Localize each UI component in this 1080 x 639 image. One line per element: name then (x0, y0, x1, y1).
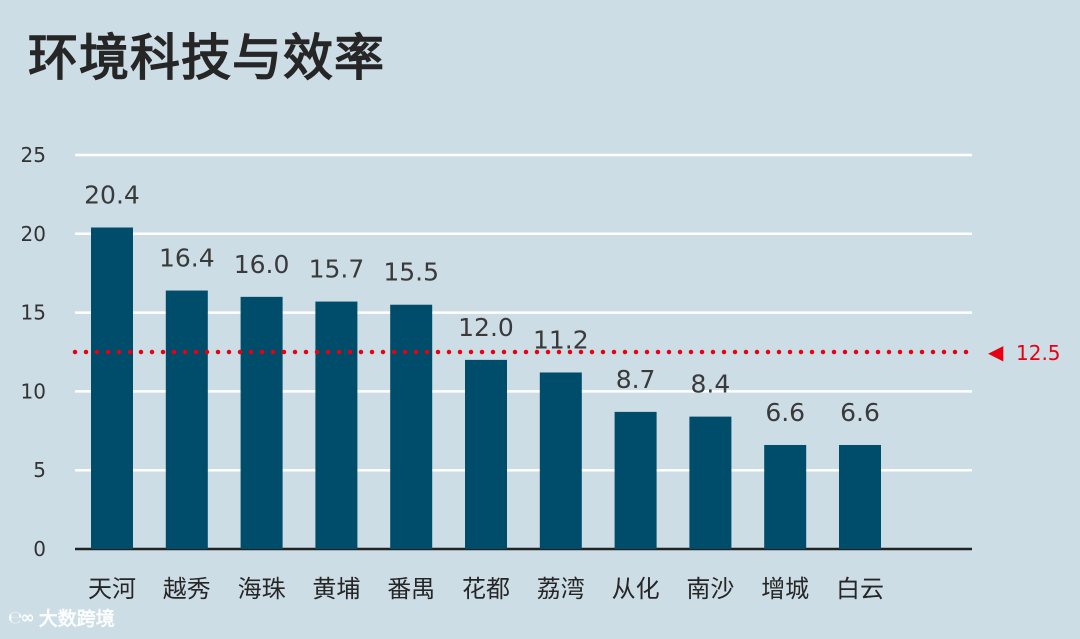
data-label: 20.4 (84, 180, 140, 209)
bar (839, 444, 881, 549)
bar (764, 444, 807, 549)
x-tick-label: 天河 (88, 575, 136, 603)
y-tick-label: 0 (33, 537, 46, 561)
bar (689, 416, 732, 549)
bar (240, 296, 283, 549)
x-tick-label: 增城 (761, 575, 809, 603)
x-tick-label: 荔湾 (537, 575, 585, 603)
y-tick-label: 25 (21, 143, 46, 167)
data-label: 8.4 (691, 370, 731, 399)
x-tick-label: 南沙 (686, 575, 734, 603)
y-tick-label: 10 (21, 379, 46, 403)
x-tick-label: 黄埔 (312, 575, 360, 603)
watermark-text: 大数跨境 (38, 608, 115, 630)
data-label: 6.6 (840, 398, 880, 427)
data-label: 16.4 (159, 244, 215, 273)
x-tick-label: 花都 (462, 575, 510, 603)
watermark: ℮∞ 大数跨境 (8, 604, 115, 631)
data-label: 12.0 (458, 313, 514, 342)
bar (614, 411, 657, 549)
y-tick-label: 5 (33, 458, 46, 482)
data-label: 15.5 (383, 258, 439, 287)
bar (539, 372, 582, 549)
bar (390, 304, 433, 549)
bar (165, 290, 208, 549)
brand-logo-icon: ℮∞ (8, 607, 35, 628)
x-tick-label: 海珠 (238, 575, 286, 603)
data-label: 6.6 (765, 398, 805, 427)
y-tick-label: 15 (21, 301, 46, 325)
x-tick-label: 白云 (836, 575, 884, 603)
x-tick-label: 番禺 (387, 575, 435, 603)
data-label: 15.7 (309, 255, 365, 284)
bar (91, 227, 133, 549)
bar (315, 301, 358, 549)
bar (465, 359, 507, 549)
data-label: 16.0 (234, 250, 290, 279)
x-tick-label: 从化 (612, 575, 660, 603)
reference-marker-icon: ◀ (988, 340, 1004, 364)
page-title: 环境科技与效率 (28, 29, 385, 87)
reference-label: 12.5 (1016, 341, 1061, 365)
x-tick-label: 越秀 (163, 575, 211, 603)
data-label: 11.2 (533, 325, 589, 354)
data-label: 8.7 (616, 365, 656, 394)
y-tick-label: 20 (21, 222, 46, 246)
